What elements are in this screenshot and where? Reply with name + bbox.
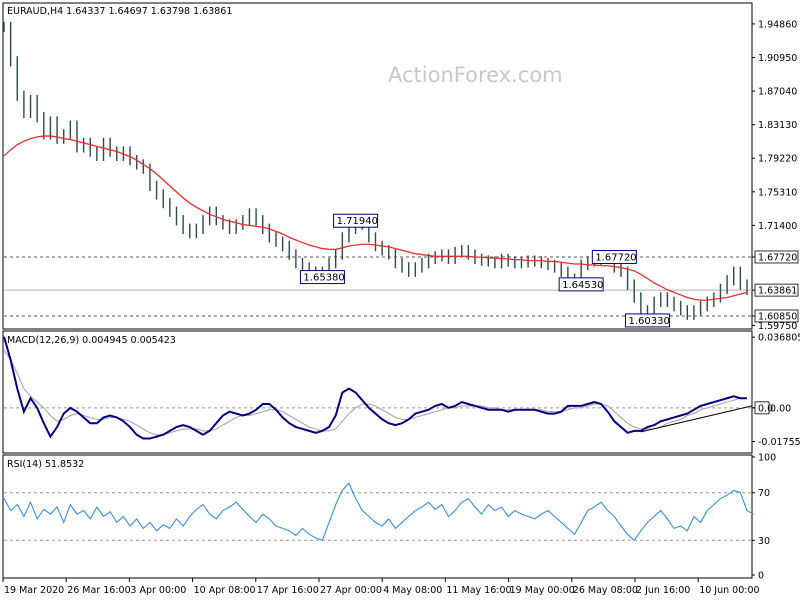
price-label-box [591,249,637,264]
price-annotations: 1.71940 1.65380 1.67720 1.64530 1.60330 [299,213,670,328]
price-label-box [558,277,604,292]
price-tick-label: 1.75310 [758,187,797,198]
macd-signal-line [3,349,747,436]
x-tick-label: 26 May 08:00 [573,585,638,596]
x-tick-label: 4 May 08:00 [383,585,442,596]
price-tick-label: 1.87040 [758,87,797,98]
rsi-tick-label: 70 [758,488,770,499]
x-tick-label: 2 Jun 16:00 [636,585,690,596]
rsi-y-axis: 100 70 30 0 [752,453,776,582]
price-label: 1.67720 [595,252,636,263]
price-title: EURAUD,H4 1.64337 1.64697 1.63798 1.6386… [7,6,232,17]
price-label-box [624,313,670,328]
rsi-line-path [3,482,754,542]
macd-panel-frame [2,330,753,454]
price-tick-label: 1.60850 [758,311,797,322]
price-levels [4,256,752,317]
rsi-tick-label: 30 [758,536,770,547]
price-label: 1.65380 [303,273,344,284]
rsi-line [3,482,754,542]
price-tick-label: 1.79220 [758,154,797,165]
macd-y-axis: 0.036805 0.00.00 -0.017553 [752,333,800,448]
price-tick-label: 1.63861 [758,286,797,297]
price-label: 1.64530 [562,280,603,291]
x-tick-label: 19 May 00:00 [510,585,575,596]
x-tick-label: 19 Mar 2020 [4,585,64,596]
price-tick-label: 1.90950 [758,53,797,64]
price-tick-label: 1.71400 [758,221,797,232]
rsi-panel-frame [2,454,753,579]
x-axis: 19 Mar 2020 26 Mar 16:00 3 Apr 00:00 10 Apr… [2,578,760,596]
price-label-box [299,270,345,285]
price-bars [3,21,748,322]
macd-title: MACD(12,26,9) 0.004945 0.005423 [7,335,176,346]
moving-average [3,135,748,301]
macd-lines [3,336,753,440]
x-tick-label: 10 Apr 08:00 [194,585,256,596]
price-panel-frame [2,2,753,330]
macd-trendline [640,405,753,433]
rsi-levels [4,492,752,541]
macd-tick-label: 0.00 [770,403,791,414]
macd-tick-label: -0.017553 [758,437,800,448]
price-label-box [333,213,379,228]
price-label: 1.60330 [628,316,669,327]
price-tick-label: 1.83130 [758,120,797,131]
x-tick-label: 26 Mar 16:00 [67,585,130,596]
ma-line [3,135,748,301]
price-tick-label: 1.67720 [758,252,797,263]
watermark: ActionForex.com [388,63,563,87]
x-tick-label: 27 Apr 00:00 [320,585,382,596]
rsi-title: RSI(14) 51.8532 [7,459,84,470]
macd-tick-label: 0.0 [758,403,773,414]
price-y-axis: 1.94860 1.90950 1.87040 1.83130 1.79220 1.753… [752,19,799,332]
x-tick-label: 3 Apr 00:00 [130,585,186,596]
price-label: 1.71940 [337,216,378,227]
price-tick-label: 1.59750 [758,321,797,332]
rsi-tick-label: 100 [758,453,776,464]
price-tick-label: 1.94860 [758,19,797,30]
x-tick-label: 10 Jun 00:00 [699,585,759,596]
rsi-tick-label: 0 [758,571,764,582]
x-tick-label: 17 Apr 16:00 [257,585,319,596]
x-tick-label: 11 May 16:00 [446,585,511,596]
macd-tick-label: 0.036805 [758,333,800,344]
macd-main-line [3,336,747,440]
